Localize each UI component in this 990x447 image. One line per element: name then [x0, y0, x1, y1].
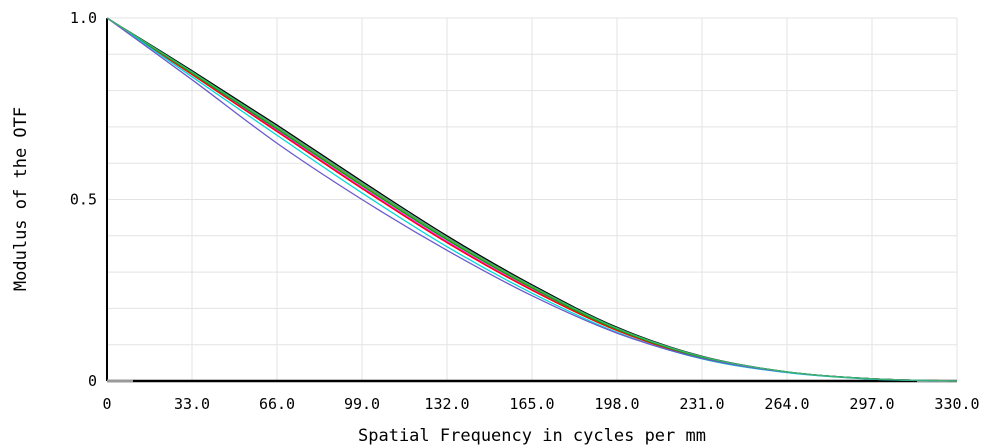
y-tick-label: 0.5	[70, 191, 97, 209]
x-tick-label: 165.0	[509, 395, 554, 413]
x-tick-label: 33.0	[174, 395, 210, 413]
x-tick-label: 0	[102, 395, 111, 413]
y-tick-label: 0	[88, 372, 97, 390]
x-tick-label: 297.0	[849, 395, 894, 413]
x-tick-label: 66.0	[259, 395, 295, 413]
x-tick-label: 231.0	[679, 395, 724, 413]
x-tick-label: 330.0	[934, 395, 979, 413]
grid	[107, 17, 958, 381]
y-axis-title: Modulus of the OTF	[11, 107, 31, 291]
x-tick-label: 198.0	[594, 395, 639, 413]
tick-labels: 0 33.0 66.0 99.0 132.0 165.0 198.0 231.0 264.0 29…	[70, 9, 980, 413]
series-line-9	[106, 17, 958, 382]
x-tick-label: 264.0	[764, 395, 809, 413]
y-tick-label: 1.0	[70, 9, 97, 27]
x-axis-title: Spatial Frequency in cycles per mm	[358, 426, 706, 446]
series-lines	[106, 17, 958, 382]
x-tick-label: 132.0	[424, 395, 469, 413]
x-tick-label: 99.0	[344, 395, 380, 413]
